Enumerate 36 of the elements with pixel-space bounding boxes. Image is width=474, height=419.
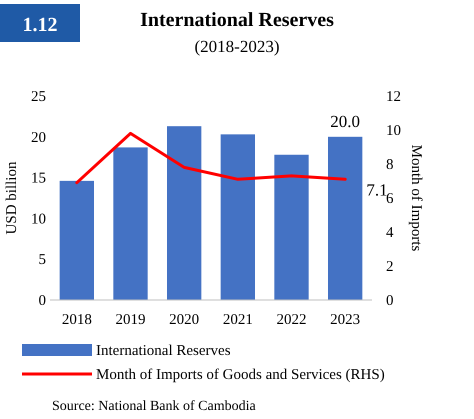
text: 1.12 (22, 14, 58, 36)
x-tick-label: 2022 (276, 312, 306, 328)
legend-label: Month of Imports of Goods and Services (RHS) (96, 367, 385, 383)
y2-tick-label: 8 (386, 157, 394, 173)
line-series (75, 132, 347, 184)
x-tick-label: 2020 (169, 312, 200, 328)
chart-subtitle: (2018-2023) (194, 37, 280, 56)
x-tick-label: 2018 (62, 312, 92, 328)
y2-tick-label: 10 (386, 123, 401, 139)
legend-label: International Reserves (96, 343, 231, 359)
y-tick-label: 15 (31, 170, 46, 187)
y2-axis-title: Month of Imports (408, 144, 424, 252)
bar (113, 147, 148, 300)
y-tick-label: 25 (31, 89, 46, 105)
data-label: 7.1 (366, 180, 388, 200)
y2-tick-label: 12 (386, 89, 401, 105)
bar (328, 136, 362, 300)
bar (60, 180, 94, 300)
y-tick-label: 0 (38, 293, 46, 309)
x-tick-label: 2023 (330, 312, 360, 328)
y-tick-label: 10 (31, 211, 46, 228)
x-tick-label: 2021 (222, 312, 253, 328)
x-tick-label: 2019 (116, 312, 146, 328)
chart-title: International Reserves (140, 9, 334, 31)
y2-tick-label: 2 (386, 259, 394, 275)
y-tick-label: 20 (31, 130, 46, 146)
y2-tick-label: 4 (386, 225, 394, 241)
source-note: Source: National Bank of Cambodia (52, 399, 257, 414)
data-label: 20.0 (330, 112, 360, 131)
bar (166, 126, 202, 300)
bar (274, 154, 309, 300)
y2-tick-label: 0 (386, 293, 394, 309)
y2-tick-label: 6 (386, 191, 394, 207)
y-axis-title: USD billion (4, 161, 20, 234)
y-tick-label: 5 (38, 252, 46, 268)
bar (220, 134, 256, 300)
